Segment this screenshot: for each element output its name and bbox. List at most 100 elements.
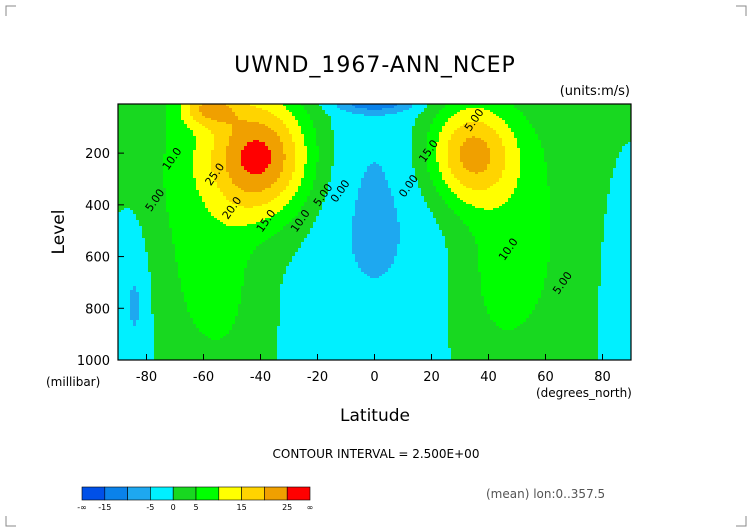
contour-cell: [181, 264, 185, 267]
contour-cell: [190, 294, 194, 297]
contour-cell: [163, 330, 167, 333]
contour-cell: [184, 120, 188, 123]
contour-cell: [169, 208, 173, 211]
contour-cell: [121, 166, 125, 169]
contour-cell: [160, 292, 164, 295]
contour-cell: [175, 232, 179, 235]
contour-cell: [145, 268, 149, 271]
contour-cell: [157, 240, 161, 243]
contour-cell: [145, 330, 149, 333]
contour-cell: [193, 128, 197, 131]
contour-cell: [163, 150, 167, 153]
contour-cell: [175, 260, 179, 263]
contour-cell: [133, 344, 137, 347]
contour-cell: [118, 332, 122, 335]
contour-cell: [133, 346, 137, 349]
contour-cell: [160, 342, 164, 345]
contour-cell: [127, 248, 131, 251]
contour-cell: [154, 322, 158, 325]
contour-cell: [187, 242, 191, 245]
contour-cell: [139, 134, 143, 137]
contour-cell: [169, 278, 173, 281]
contour-cell: [163, 274, 167, 277]
contour-cell: [196, 252, 200, 255]
contour-cell: [151, 234, 155, 237]
contour-cell: [154, 262, 158, 265]
contour-cell: [196, 116, 200, 119]
contour-cell: [193, 230, 197, 233]
contour-cell: [118, 114, 122, 117]
contour-cell: [127, 220, 131, 223]
contour-cell: [118, 268, 122, 271]
chart-title: UWND_1967-ANN_NCEP: [234, 53, 516, 78]
contour-cell: [172, 134, 176, 137]
contour-cell: [127, 292, 131, 295]
contour-cell: [130, 140, 134, 143]
contour-cell: [196, 288, 200, 291]
contour-cell: [151, 250, 155, 253]
contour-cell: [163, 174, 167, 177]
contour-cell: [151, 162, 155, 165]
contour-cell: [157, 180, 161, 183]
contour-cell: [193, 106, 197, 109]
contour-cell: [187, 226, 191, 229]
contour-cell: [160, 272, 164, 275]
contour-cell: [118, 104, 122, 107]
contour-cell: [154, 308, 158, 311]
contour-cell: [124, 356, 128, 359]
contour-cell: [181, 354, 185, 357]
contour-cell: [172, 192, 176, 195]
contour-cell: [130, 210, 134, 213]
contour-cell: [148, 312, 152, 315]
contour-cell: [118, 290, 122, 293]
contour-cell: [193, 236, 197, 239]
contour-cell: [187, 342, 191, 345]
contour-cell: [139, 116, 143, 119]
contour-cell: [148, 114, 152, 117]
contour-cell: [190, 108, 194, 111]
contour-cell: [196, 112, 200, 115]
contour-cell: [151, 108, 155, 111]
contour-cell: [169, 290, 173, 293]
contour-cell: [169, 216, 173, 219]
contour-cell: [145, 334, 149, 337]
contour-cell: [169, 354, 173, 357]
contour-cell: [154, 260, 158, 263]
contour-cell: [127, 268, 131, 271]
contour-cell: [178, 268, 182, 271]
contour-cell: [193, 258, 197, 261]
contour-cell: [172, 172, 176, 175]
contour-cell: [139, 186, 143, 189]
contour-cell: [157, 202, 161, 205]
contour-cell: [130, 236, 134, 239]
contour-cell: [142, 208, 146, 211]
contour-cell: [169, 274, 173, 277]
contour-cell: [160, 184, 164, 187]
contour-cell: [175, 140, 179, 143]
plot-area: [118, 104, 631, 360]
contour-cell: [160, 148, 164, 151]
contour-cell: [121, 344, 125, 347]
contour-cell: [142, 126, 146, 129]
contour-cell: [169, 214, 173, 217]
contour-cell: [133, 326, 137, 329]
contour-cell: [142, 186, 146, 189]
contour-cell: [193, 140, 197, 143]
contour-cell: [136, 140, 140, 143]
contour-cell: [133, 266, 137, 269]
contour-cell: [124, 174, 128, 177]
contour-cell: [124, 306, 128, 309]
contour-cell: [118, 334, 122, 337]
contour-cell: [124, 140, 128, 143]
contour-cell: [178, 126, 182, 129]
contour-cell: [139, 264, 143, 267]
contour-cell: [199, 106, 203, 109]
contour-cell: [145, 108, 149, 111]
contour-cell: [133, 308, 137, 311]
contour-cell: [145, 272, 149, 275]
contour-cell: [148, 310, 152, 313]
contour-cell: [172, 130, 176, 133]
contour-cell: [118, 216, 122, 219]
contour-cell: [160, 210, 164, 213]
contour-cell: [190, 120, 194, 123]
